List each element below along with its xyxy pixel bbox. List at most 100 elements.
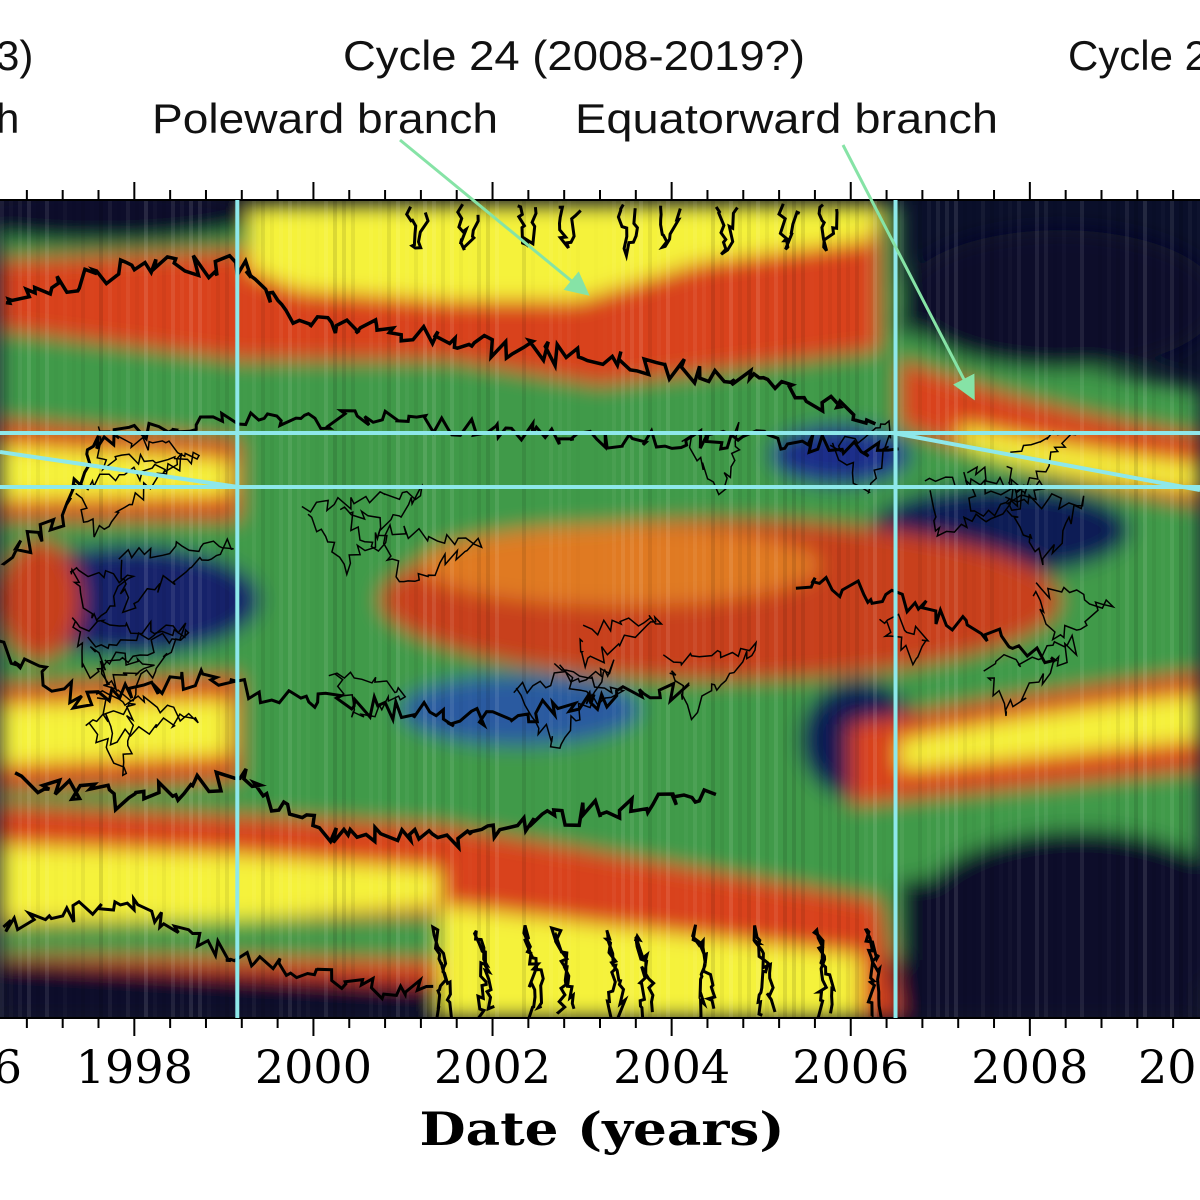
diagonal-fit-line <box>0 450 239 489</box>
x-tick-label: 2006 <box>792 1040 909 1094</box>
contour-line <box>71 617 187 680</box>
contour-line <box>662 640 758 722</box>
texture-stripe <box>72 200 76 1018</box>
contour-line <box>549 925 576 1015</box>
contour-line <box>14 767 717 853</box>
texture-stripe <box>1188 200 1192 1018</box>
yellow-band-lower-right <box>900 695 1200 770</box>
texture-stripe <box>837 200 841 1018</box>
texture-stripe <box>216 200 220 1018</box>
texture-stripe <box>1026 200 1030 1018</box>
x-tick-label: 1998 <box>76 1040 193 1094</box>
contour-line <box>430 924 453 1018</box>
texture-stripe <box>81 200 85 1018</box>
contour-line <box>752 925 777 1017</box>
texture-stripe <box>108 200 112 1018</box>
x-tick-label: 2004 <box>613 1040 730 1094</box>
texture-stripe <box>378 200 382 1018</box>
contour-line <box>85 702 136 777</box>
texture-stripe <box>855 200 859 1018</box>
x-tick-label: 2002 <box>434 1040 551 1094</box>
texture-stripe <box>99 200 103 1018</box>
texture-stripe <box>954 200 958 1018</box>
texture-stripe <box>45 200 49 1018</box>
texture-stripe <box>1017 200 1021 1018</box>
texture-stripe <box>864 200 868 1018</box>
contour-line <box>100 651 155 691</box>
texture-stripe <box>225 200 229 1018</box>
texture-stripe <box>693 200 697 1018</box>
texture-stripe <box>1170 200 1174 1018</box>
heatmap <box>0 200 1200 1018</box>
contour-line <box>2 893 434 1002</box>
texture-stripe <box>243 200 247 1018</box>
texture-stripe <box>981 200 985 1018</box>
texture-stripe <box>270 200 274 1018</box>
reference-lines <box>0 200 1200 1018</box>
texture-stripe <box>765 200 769 1018</box>
yellow-band-lower-left <box>0 700 230 765</box>
texture-stripe <box>450 200 454 1018</box>
contour-line <box>1032 582 1116 642</box>
contour-line <box>513 659 615 750</box>
texture-stripe <box>963 200 967 1018</box>
contour-line <box>963 465 1032 518</box>
texture-stripe <box>999 200 1003 1018</box>
texture-stripe <box>819 200 823 1018</box>
texture-stripe <box>54 200 58 1018</box>
navy-bottom-left <box>0 960 440 1018</box>
contour-line <box>863 928 883 1018</box>
texture-stripe <box>1008 200 1012 1018</box>
x-tick-label: 2008 <box>971 1040 1088 1094</box>
texture-stripe <box>1179 200 1183 1018</box>
contour-line <box>0 639 690 730</box>
texture-stripe <box>1071 200 1075 1018</box>
texture-stripe <box>675 200 679 1018</box>
texture-stripe <box>522 200 526 1018</box>
navy-patch <box>0 200 260 243</box>
heatmap-texture <box>0 200 1192 1018</box>
texture-stripe <box>612 200 616 1018</box>
contour-line <box>339 506 388 552</box>
contour-line <box>924 476 1046 538</box>
x-tick-label: 6 <box>0 1040 22 1094</box>
poleward-arrow <box>399 138 590 296</box>
texture-stripe <box>702 200 706 1018</box>
cycle23-label: 3) <box>0 32 33 79</box>
texture-stripe <box>27 200 31 1018</box>
texture-stripe <box>63 200 67 1018</box>
contour-line <box>633 932 656 1018</box>
texture-stripe <box>135 200 139 1018</box>
texture-stripe <box>423 200 427 1018</box>
texture-stripe <box>396 200 400 1018</box>
texture-stripe <box>648 200 652 1018</box>
contour-line <box>5 253 877 426</box>
green-bottom-left <box>0 915 440 960</box>
equatorward-branch-label: Equatorward branch <box>575 95 998 142</box>
x-tick-labels: 6 1998 2000 2002 2004 2006 2008 20 <box>0 1040 1197 1094</box>
texture-stripe <box>90 200 94 1018</box>
texture-stripe <box>828 200 832 1018</box>
contour-line <box>382 522 483 583</box>
contour-line <box>557 205 582 249</box>
x-tick-label: 20 <box>1138 1040 1197 1094</box>
contour-line <box>87 628 190 702</box>
texture-stripe <box>1098 200 1102 1018</box>
cycle23-branch-label: h <box>0 95 19 142</box>
contour-line <box>658 205 682 250</box>
texture-stripe <box>783 200 787 1018</box>
contour-line <box>118 537 234 614</box>
texture-stripe <box>621 200 625 1018</box>
contour-line <box>95 690 199 747</box>
cycle24-label: Cycle 24 (2008-2019?) <box>343 32 805 79</box>
texture-stripe <box>774 200 778 1018</box>
texture-stripe <box>1053 200 1057 1018</box>
texture-stripe <box>261 200 265 1018</box>
contour-line <box>879 613 930 667</box>
texture-stripe <box>486 200 490 1018</box>
texture-stripe <box>729 200 733 1018</box>
texture-stripe <box>936 200 940 1018</box>
texture-stripe <box>171 200 175 1018</box>
texture-stripe <box>9 200 13 1018</box>
